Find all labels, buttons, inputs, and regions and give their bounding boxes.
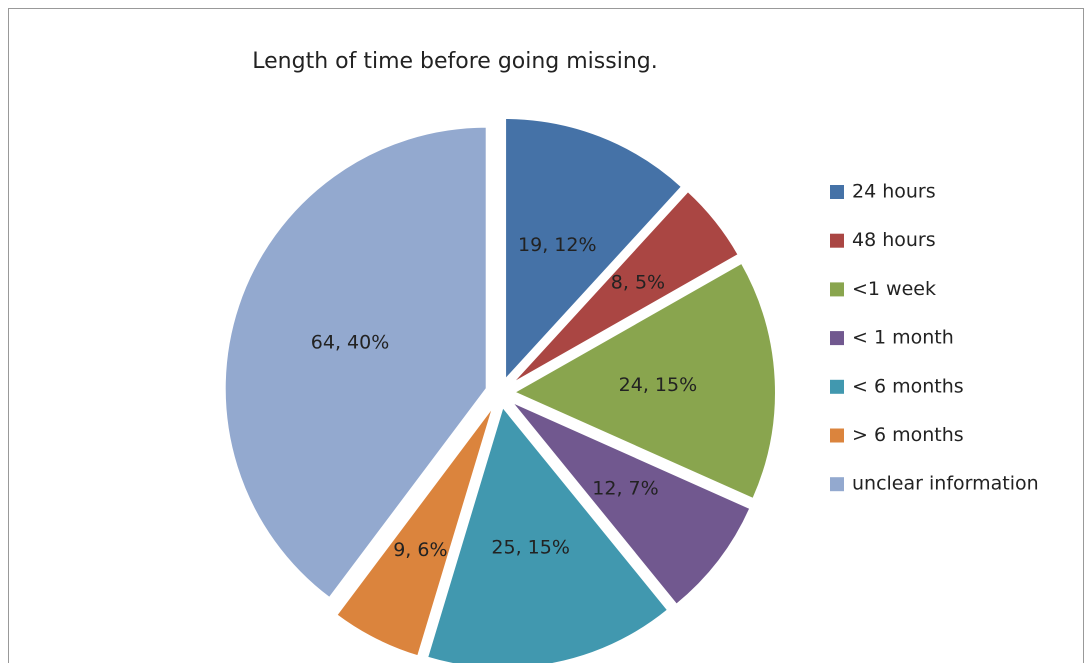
legend-swatch	[830, 477, 844, 492]
data-label: 25, 15%	[491, 537, 570, 559]
data-label: 64, 40%	[311, 331, 390, 353]
pie-slice	[223, 125, 488, 600]
legend-label: 24 hours	[852, 181, 936, 203]
data-label: 12, 7%	[592, 478, 658, 500]
legend-label: unclear information	[852, 473, 1039, 495]
pie-slice	[334, 404, 495, 658]
data-label: 19, 12%	[518, 234, 597, 256]
pie-slice	[425, 404, 670, 663]
legend-label: < 1 month	[852, 327, 954, 349]
legend-label: > 6 months	[852, 424, 964, 446]
chart-title: Length of time before going missing.	[252, 49, 658, 74]
data-label: 8, 5%	[611, 271, 665, 293]
legend-swatch	[830, 331, 844, 346]
legend-swatch	[830, 185, 844, 199]
data-label: 9, 6%	[393, 539, 447, 561]
pie-slice	[511, 261, 777, 501]
legend-swatch	[830, 282, 844, 297]
pie-slice	[510, 189, 741, 386]
pie-slice	[510, 400, 752, 607]
legend-label: < 6 months	[852, 375, 964, 397]
legend-label: <1 week	[852, 278, 936, 300]
pie-slice	[504, 116, 684, 383]
legend-swatch	[830, 233, 844, 248]
data-label: 24, 15%	[619, 374, 698, 396]
legend-label: 48 hours	[852, 229, 936, 251]
legend-swatch	[830, 379, 844, 394]
legend-swatch	[830, 428, 844, 443]
